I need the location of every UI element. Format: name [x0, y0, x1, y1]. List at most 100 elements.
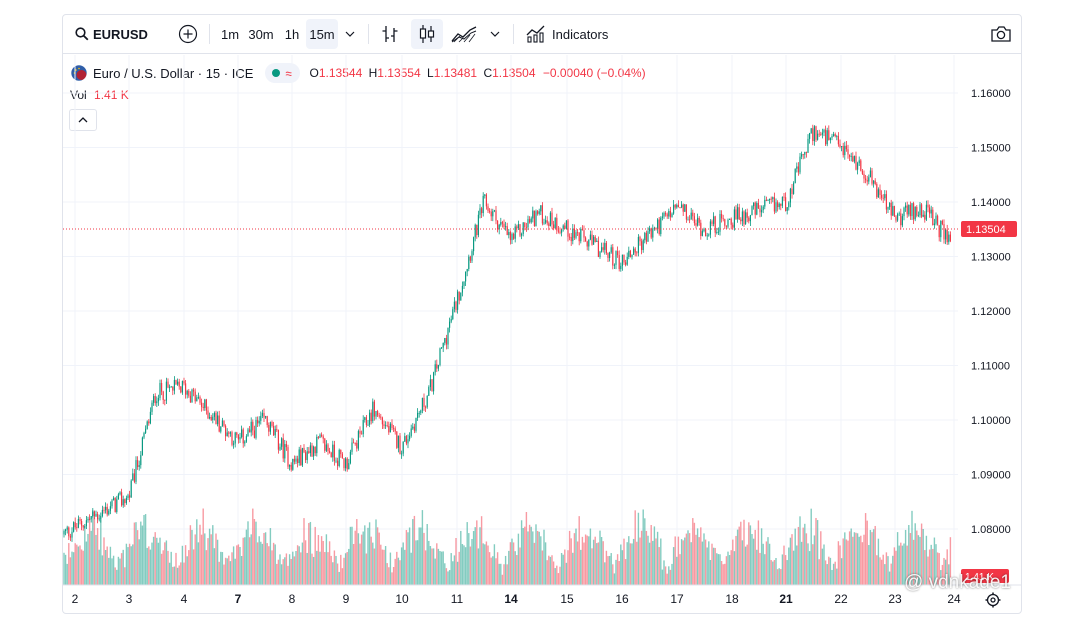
candle-body — [629, 250, 631, 258]
symbol-search-button[interactable]: EURUSD — [69, 19, 163, 49]
candle-body — [109, 506, 111, 511]
volume-bar — [724, 563, 726, 585]
volume-bar — [778, 568, 780, 585]
candle-body — [349, 451, 351, 464]
price-chart[interactable]: 1.16000 1.15000 1.14000 1.13000 1.12000 1.110… — [63, 15, 1021, 613]
candle-body — [218, 415, 220, 432]
interval-1m[interactable]: 1m — [220, 26, 240, 42]
bars-style-button[interactable] — [375, 19, 405, 49]
volume-bar — [666, 573, 668, 585]
compare-symbol-button[interactable] — [173, 19, 203, 49]
candle-body — [485, 194, 487, 207]
volume-bar — [261, 543, 264, 585]
candle-body — [161, 382, 163, 392]
volume-bar — [479, 527, 481, 585]
volume-bar — [359, 543, 361, 585]
volume-bar — [368, 522, 371, 585]
volume-bar — [679, 554, 681, 585]
volume-bar — [344, 553, 347, 585]
candle-body — [108, 510, 110, 515]
indicators-button[interactable]: Indicators — [520, 19, 614, 49]
volume-bar — [535, 524, 537, 585]
candle-body — [748, 217, 750, 222]
candle-body — [247, 429, 249, 437]
volume-bar — [64, 554, 67, 585]
volume-bar — [276, 563, 278, 585]
candle-body — [105, 506, 107, 511]
interval-1h[interactable]: 1h — [284, 26, 300, 42]
candle-body — [130, 480, 132, 498]
volume-bar — [204, 533, 206, 585]
interval-15m[interactable]: 15m — [306, 19, 338, 49]
volume-bar — [538, 531, 540, 585]
volume-bar — [618, 561, 620, 585]
volume-bar — [869, 529, 872, 585]
volume-bar — [540, 536, 542, 585]
volume-bar — [429, 546, 432, 585]
candle-body — [489, 210, 491, 212]
volume-bar — [455, 538, 457, 585]
candles-style-button[interactable] — [411, 19, 443, 49]
volume-bar — [730, 550, 732, 585]
candle-body — [500, 222, 502, 225]
grid — [63, 55, 958, 585]
volume-bar — [264, 532, 267, 585]
volume-bar — [852, 536, 854, 585]
volume-bar — [191, 529, 193, 585]
interval-dropdown-button[interactable] — [338, 19, 362, 49]
volume-bar — [372, 542, 374, 585]
volume-bar — [192, 549, 195, 585]
price-axis[interactable]: 1.16000 1.15000 1.14000 1.13000 1.12000 1.110… — [971, 88, 1011, 536]
candle-body — [284, 444, 286, 459]
volume-bar — [668, 566, 670, 585]
volume-bar — [212, 525, 214, 585]
interval-30m[interactable]: 30m — [248, 26, 274, 42]
chart-type-dropdown-button[interactable] — [483, 19, 507, 49]
time-tick-label: 15 — [560, 592, 574, 606]
candle-body — [116, 499, 118, 512]
volume-bar — [351, 526, 353, 585]
volume-bar — [293, 556, 296, 585]
area-style-button[interactable] — [449, 19, 479, 49]
volume-legend: Vol 1.41 K — [70, 88, 129, 102]
volume-bar — [450, 553, 452, 585]
candle-body — [252, 421, 254, 431]
area-chart-icon — [451, 26, 477, 43]
volume-bar — [247, 521, 249, 585]
candle-body — [329, 451, 331, 453]
collapse-legend-button[interactable] — [69, 109, 97, 131]
candle-body — [812, 128, 814, 142]
candle-body — [628, 250, 630, 257]
time-axis[interactable]: 2 3 4 7 8 9 10 11 14 15 16 17 18 21 22 23 24 — [72, 592, 961, 606]
candle-body — [393, 427, 395, 429]
volume-bar — [776, 569, 779, 585]
volume-bar — [456, 561, 459, 585]
candle-body — [151, 402, 153, 412]
volume-bar — [770, 560, 772, 585]
candle-body — [826, 130, 828, 145]
instrument-title[interactable]: Euro / U.S. Dollar · 15 · ICE — [93, 65, 254, 81]
low-value: 1.13481 — [433, 66, 478, 80]
candle-body — [149, 411, 151, 424]
candle-body — [415, 417, 417, 431]
candle-body — [604, 242, 606, 250]
candle-body — [713, 216, 715, 224]
candle-body — [292, 458, 294, 470]
candle-body — [365, 417, 367, 425]
volume-bar — [812, 544, 814, 585]
candle-body — [565, 220, 567, 229]
volume-bar — [132, 544, 134, 585]
candle-body — [370, 412, 372, 422]
volume-bar — [221, 552, 224, 585]
candle-body — [162, 391, 164, 400]
candle-body — [316, 436, 318, 454]
candle-body — [468, 256, 470, 270]
candle-body — [927, 204, 929, 208]
snapshot-button[interactable] — [986, 19, 1016, 49]
settings-icon[interactable] — [985, 592, 1001, 608]
candle-body — [810, 128, 812, 134]
volume-bar — [876, 555, 878, 585]
market-status-pill[interactable]: ≈ — [265, 63, 300, 83]
candle-body — [317, 436, 319, 438]
candle-body — [852, 156, 854, 162]
